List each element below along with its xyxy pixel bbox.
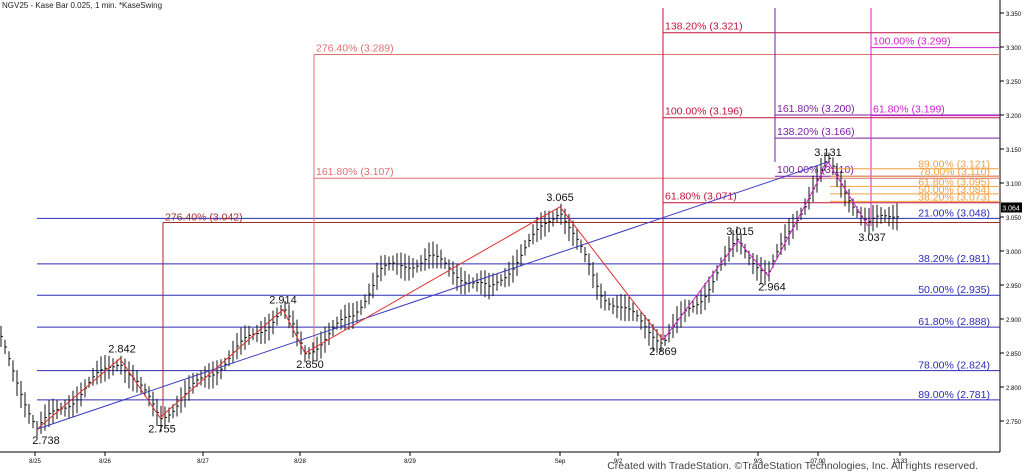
x-tick-label: 8/29 [404,459,416,465]
x-tick-label: 07:00 [810,459,826,465]
swing-label: 3.131 [814,147,842,159]
retracement-label: 78.00% (2.824) [918,360,990,372]
x-tick-label: 13:33 [892,459,908,465]
extension-label: 161.80% (3.200) [777,103,855,115]
y-tick-label: 2.900 [1006,318,1022,324]
extension-label: 100.00% (3.196) [665,106,743,118]
trend-line [36,161,829,430]
orange-level-label: 38.20% (3.073) [918,191,990,203]
x-tick-label: 9/2 [614,459,623,465]
footer-credit: Created with TradeStation. ©TradeStation… [607,460,978,472]
swing-label: 2.842 [108,343,136,355]
orange-level-label: 89.00% (3.121) [918,159,990,171]
orange-level-label: 78.00% (3.110) [919,166,990,178]
y-tick-label: 3.100 [1006,182,1022,188]
x-tick-label: 8/27 [197,459,209,465]
extension-label: 138.20% (3.321) [665,21,743,33]
y-tick-label: 3.300 [1006,46,1022,52]
swing-label: 2.914 [269,294,297,306]
retracement-label: 50.00% (2.935) [918,284,990,296]
y-tick-label: 3.250 [1006,80,1022,86]
x-tick-label: 8/28 [294,459,306,465]
swing-label: 2.850 [296,359,324,371]
y-tick-label: 3.350 [1006,12,1022,18]
y-tick-label: 3.200 [1006,114,1022,120]
x-tick-label: Sep [555,459,566,465]
y-tick-label: 3.150 [1006,148,1022,154]
x-tick-label: 8/25 [29,459,41,465]
chart-title: NGV25 - Kase Bar 0.025, 1 min. *KaseSwin… [2,1,163,10]
extension-label: 276.40% (3.289) [316,42,394,54]
retracement-label: 38.20% (2.981) [918,253,990,265]
retracement-label: 89.00% (2.781) [918,389,990,401]
y-tick-label: 3.050 [1006,216,1022,222]
y-tick-label: 2.800 [1006,386,1022,392]
extension-label: 61.80% (3.071) [665,191,737,203]
y-tick-label: 2.850 [1006,352,1022,358]
swing-line-purple [662,160,869,341]
y-tick-label: 2.950 [1006,284,1022,290]
retracement-label: 21.00% (3.048) [918,207,990,219]
extension-label: 161.80% (3.107) [316,166,394,178]
retracement-label: 61.80% (2.888) [918,316,990,328]
swing-label: 3.065 [546,192,574,204]
extension-label: 61.80% (3.199) [873,104,945,116]
y-tick-label: 3.000 [1006,250,1022,256]
swing-label: 2.964 [758,281,786,293]
extension-label: 276.40% (3.042) [165,211,243,223]
last-price-label: 3.064 [1002,205,1020,212]
last-price-marker [1001,202,1022,213]
extension-label: 100.00% (3.299) [873,36,951,48]
swing-label: 2.869 [649,346,677,358]
swing-label: 3.015 [726,226,754,238]
x-tick-label: 9/3 [754,459,763,465]
x-tick-label: 8/26 [99,459,111,465]
swing-label: 3.037 [858,232,886,244]
swing-line-red [36,206,664,430]
orange-level-label: 61.80% (3.095) [918,176,990,188]
y-tick-label: 2.750 [1006,420,1022,426]
extension-label: 138.20% (3.166) [777,126,855,138]
swing-label: 2.738 [32,435,60,447]
swing-label: 2.755 [148,424,176,436]
orange-level-label: 50.00% (3.084) [918,184,990,196]
